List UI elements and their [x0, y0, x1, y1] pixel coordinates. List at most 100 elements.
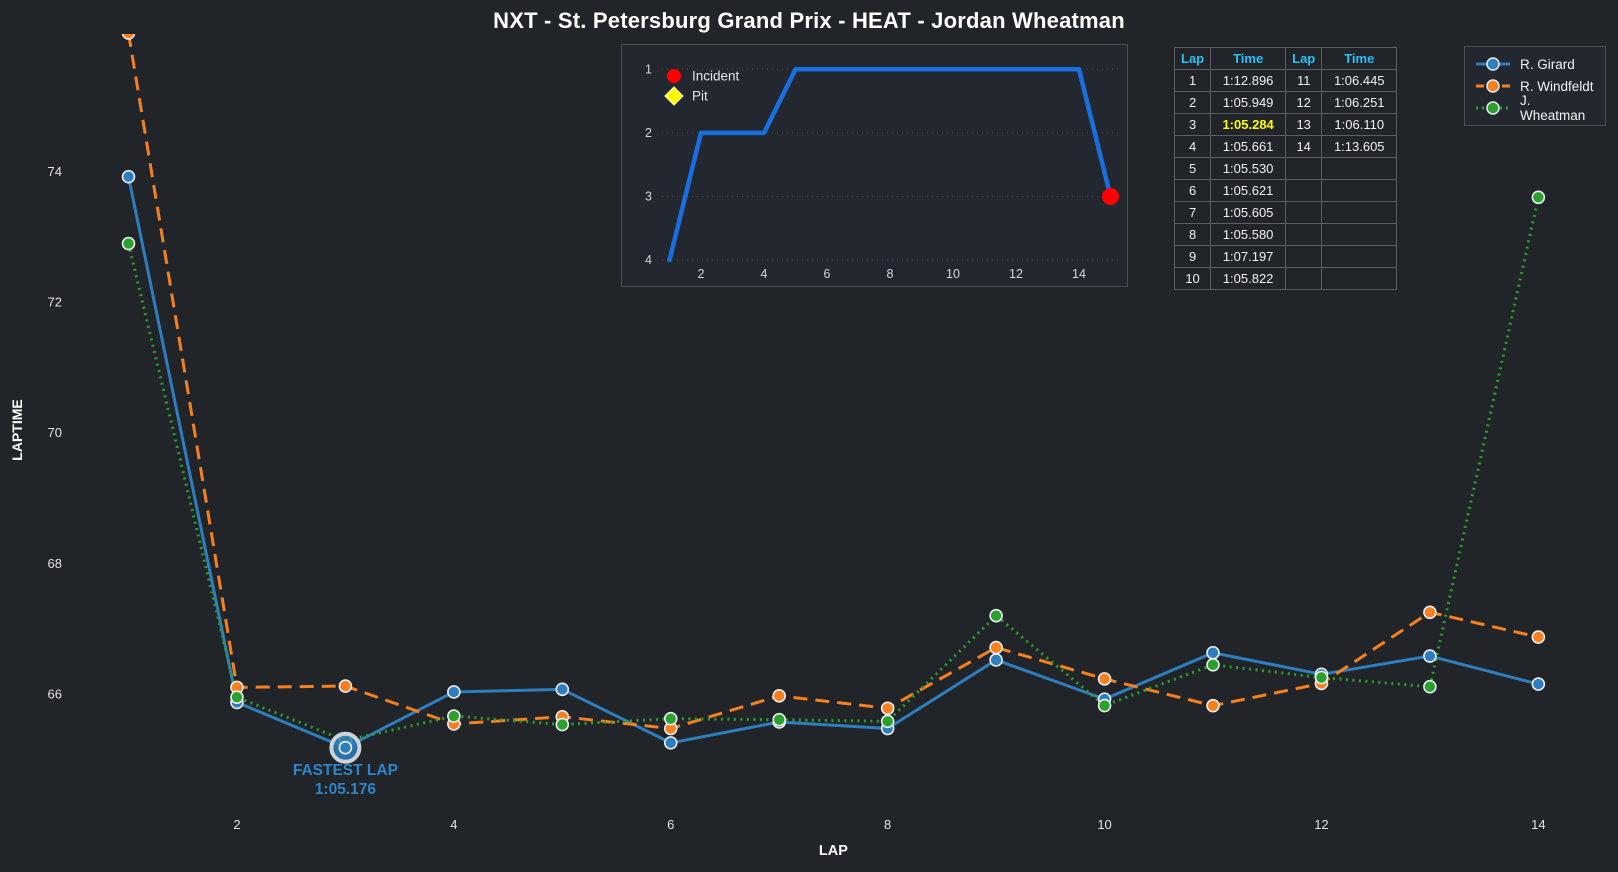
position-tick-label: 2	[645, 126, 652, 140]
time-cell: 1:05.580	[1210, 223, 1287, 246]
data-point-marker	[1423, 679, 1437, 694]
time-cell	[1321, 201, 1398, 224]
data-point-marker	[1206, 645, 1220, 660]
lap-tick-label: 14	[1072, 267, 1086, 281]
table-row: 6 1:05.621	[1173, 179, 1398, 202]
table-row: 9 1:07.197	[1173, 245, 1398, 268]
table-row: 7 1:05.605	[1173, 201, 1398, 224]
data-point-marker	[772, 712, 787, 727]
time-cell	[1321, 223, 1398, 246]
legend-marker	[1486, 57, 1500, 71]
lap-cell	[1285, 201, 1323, 224]
time-cell: 1:07.197	[1210, 245, 1287, 268]
data-point-marker	[1314, 670, 1329, 685]
series-legend: R. Girard R. Windfeldt J. Wheatman	[1464, 46, 1606, 126]
data-point-marker	[989, 608, 1003, 623]
y-tick-label: 74	[48, 164, 62, 179]
lap-cell	[1285, 245, 1323, 268]
y-tick-label: 72	[48, 295, 62, 310]
legend-label: R. Windfeldt	[1520, 78, 1594, 94]
data-point-marker	[1206, 658, 1220, 672]
series-line	[127, 176, 1539, 750]
lap-cell: 2	[1173, 91, 1212, 114]
lap-cell: 9	[1173, 245, 1212, 268]
data-point-marker	[1206, 698, 1220, 713]
legend-label: J. Wheatman	[1520, 93, 1586, 123]
lap-cell: 8	[1173, 223, 1212, 246]
data-point-marker	[447, 709, 461, 723]
data-point-marker	[555, 717, 570, 732]
time-cell: 1:06.445	[1321, 69, 1398, 92]
data-point-marker	[121, 34, 136, 40]
lap-cell	[1285, 179, 1323, 202]
y-axis-title: LAPTIME	[9, 399, 25, 460]
legend-item: R. Windfeldt	[1475, 75, 1597, 97]
time-cell: 1:05.661	[1210, 135, 1287, 158]
data-point-marker	[338, 679, 353, 693]
position-tick-label: 1	[645, 62, 652, 76]
time-cell	[1321, 179, 1398, 202]
fastest-lap-ring	[329, 731, 362, 764]
lap-cell: 1	[1173, 69, 1212, 92]
pit-legend-icon	[664, 86, 684, 106]
data-point-marker	[1531, 190, 1546, 205]
time-cell: 1:06.251	[1321, 91, 1398, 114]
position-tick-label: 3	[645, 190, 652, 204]
lap-tick-label: 10	[946, 267, 960, 281]
time-cell: 1:05.949	[1210, 91, 1287, 114]
x-tick-label: 14	[1531, 817, 1545, 832]
x-tick-label: 10	[1097, 817, 1111, 832]
data-point-marker	[121, 169, 136, 184]
table-row: 1 1:12.896 11 1:06.445	[1173, 69, 1398, 92]
lap-cell: 5	[1173, 157, 1212, 180]
lap-cell: 13	[1285, 113, 1323, 136]
data-point-marker	[1097, 698, 1112, 713]
data-point-marker	[1531, 677, 1546, 691]
inset-legend-label: Pit	[692, 89, 708, 104]
data-point-marker	[663, 711, 678, 726]
legend-marker	[1486, 79, 1500, 93]
time-cell: 1:05.284	[1210, 113, 1287, 136]
legend-line-sample	[1476, 79, 1510, 93]
time-cell	[1321, 245, 1398, 268]
time-cell: 1:12.896	[1210, 69, 1287, 92]
data-point-marker	[121, 236, 136, 251]
lap-tick-label: 6	[824, 267, 831, 281]
time-cell: 1:05.605	[1210, 201, 1287, 224]
fastest-lap-time: 1:05.176	[315, 781, 377, 798]
x-tick-label: 8	[884, 817, 891, 832]
position-inset-chart: 1 2 3 4 2 4 6 8 10 12 14 Incident Pit	[621, 44, 1128, 287]
time-cell: 1:05.530	[1210, 157, 1287, 180]
y-tick-label: 70	[48, 425, 62, 440]
data-point-marker	[1531, 630, 1546, 644]
lap-cell	[1285, 267, 1323, 290]
table-header-cell: Time	[1321, 47, 1398, 70]
x-tick-label: 12	[1314, 817, 1328, 832]
lap-cell	[1285, 157, 1323, 180]
data-point-marker	[989, 640, 1003, 655]
position-line	[667, 67, 1113, 263]
position-tick-label: 4	[645, 253, 652, 267]
data-point-marker	[555, 682, 570, 697]
data-point-marker	[663, 736, 678, 750]
data-point-marker	[230, 690, 244, 705]
data-point-marker	[447, 685, 461, 699]
time-cell: 1:13.605	[1321, 135, 1398, 158]
table-row: 8 1:05.580	[1173, 223, 1398, 246]
lap-cell: 12	[1285, 91, 1323, 114]
x-tick-label: 2	[233, 817, 240, 832]
time-cell	[1321, 157, 1398, 180]
page-title: NXT - St. Petersburg Grand Prix - HEAT -…	[493, 8, 1125, 33]
table-header-cell: Time	[1210, 47, 1287, 70]
incident-marker	[1102, 188, 1119, 205]
inset-legend-label: Incident	[692, 69, 740, 84]
data-point-marker	[1097, 672, 1112, 686]
lap-tick-label: 12	[1009, 267, 1023, 281]
y-tick-label: 68	[48, 556, 62, 571]
table-row: 2 1:05.949 12 1:06.251	[1173, 91, 1398, 114]
x-tick-label: 4	[450, 817, 457, 832]
data-point-marker	[772, 689, 787, 703]
legend-marker	[1486, 101, 1500, 115]
